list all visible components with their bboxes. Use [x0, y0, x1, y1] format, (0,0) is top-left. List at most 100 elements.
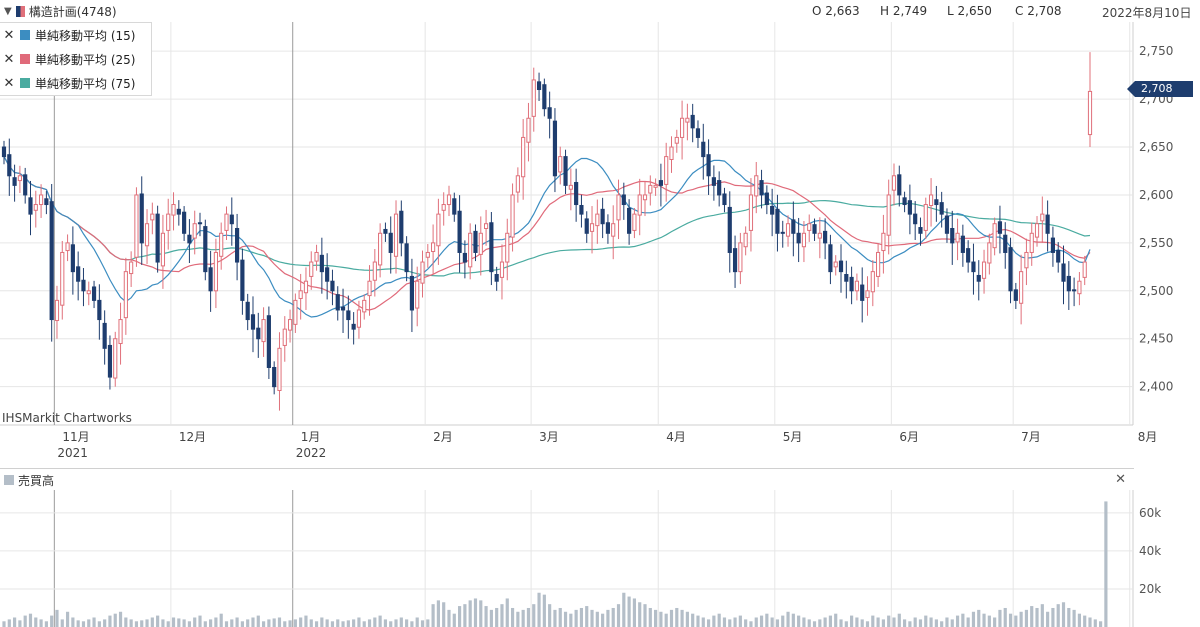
volume-bar — [357, 617, 361, 627]
candle-body — [436, 213, 441, 247]
candle-body — [494, 274, 499, 282]
volume-bar — [871, 615, 875, 627]
volume-bar — [929, 617, 933, 627]
volume-bar — [500, 604, 504, 627]
candle-body — [166, 213, 171, 231]
candle-body — [213, 251, 218, 292]
volume-bar — [1014, 615, 1018, 627]
candle-body — [298, 290, 303, 299]
candle-body — [706, 154, 711, 177]
volume-bar — [579, 607, 584, 627]
volume-bar — [378, 615, 382, 627]
candle-body — [160, 232, 166, 267]
volume-bar — [240, 621, 244, 627]
volume-panel-header: 売買高 ✕ — [0, 468, 1134, 491]
candle-body — [1034, 223, 1040, 238]
candle-body — [865, 290, 870, 299]
volume-bar — [473, 598, 478, 627]
candle-body — [388, 232, 393, 253]
candle-body — [907, 200, 912, 215]
volume-bar — [246, 619, 250, 627]
volume-tick-label: 60k — [1139, 506, 1161, 520]
volume-bar — [722, 617, 727, 627]
candle-body — [44, 198, 49, 206]
month-tick-label: 8月 — [1138, 430, 1158, 444]
candle-body — [695, 128, 701, 138]
volume-bar — [844, 621, 848, 627]
volume-bar — [140, 620, 144, 627]
candle-body — [542, 84, 547, 110]
remove-ma25-close-icon[interactable]: ✕ — [3, 51, 15, 67]
candle-body — [955, 232, 960, 243]
candle-body — [605, 222, 611, 234]
volume-bar — [182, 619, 186, 627]
volume-bar — [209, 619, 213, 627]
candle-body — [658, 180, 663, 186]
volume-bar — [198, 615, 202, 627]
volume-bar — [765, 613, 769, 627]
volume-bar — [924, 615, 928, 627]
candle-body — [1024, 251, 1029, 269]
volume-bar — [934, 619, 938, 627]
volume-bar — [786, 611, 790, 627]
collapse-caret-icon[interactable]: ▼ — [4, 6, 12, 17]
candle-body — [266, 315, 271, 368]
volume-bar — [754, 617, 758, 627]
volume-bar — [558, 607, 562, 627]
volume-bar — [108, 615, 112, 627]
volume-bar — [489, 609, 493, 627]
candle-body — [796, 232, 801, 244]
volume-bar — [918, 619, 923, 627]
volume-bar — [452, 613, 456, 627]
volume-bar — [812, 621, 817, 627]
candle-body — [150, 213, 155, 221]
candle-body — [685, 117, 690, 123]
volume-bar — [823, 617, 827, 627]
candle-body — [240, 259, 245, 301]
volume-bar — [802, 617, 806, 627]
volume-bar — [145, 619, 149, 627]
month-tick-label: 4月 — [666, 430, 686, 444]
volume-bar — [235, 617, 239, 627]
candle-body — [1066, 275, 1071, 292]
candle-body — [653, 184, 658, 188]
chart-date: 2022年8月10日 — [1102, 6, 1192, 20]
candle-body — [860, 284, 865, 301]
candle-body — [732, 248, 738, 273]
volume-bar — [267, 619, 271, 627]
volume-bar — [272, 618, 276, 627]
candle-body — [902, 197, 907, 206]
candle-body — [245, 301, 250, 321]
candle-body — [462, 252, 467, 263]
volume-bar — [728, 619, 732, 627]
volume-bar — [807, 619, 811, 627]
volume-bar — [601, 613, 605, 627]
candle-body — [367, 280, 372, 297]
volume-bar — [902, 619, 907, 627]
candle-body — [1013, 289, 1018, 301]
volume-bar — [87, 619, 91, 627]
remove-ma15-close-icon[interactable]: ✕ — [3, 27, 15, 43]
volume-bar — [834, 613, 838, 627]
volume-bar — [955, 615, 960, 627]
remove-ma75-close-icon[interactable]: ✕ — [3, 75, 15, 91]
volume-bar — [134, 621, 139, 627]
candle-body — [54, 299, 60, 322]
volume-panel-close-icon[interactable]: ✕ — [1115, 472, 1126, 487]
volume-bar — [336, 619, 340, 627]
volume-bar — [156, 615, 160, 627]
volume-bar — [542, 594, 546, 627]
candle-body — [187, 234, 192, 244]
candle-body — [536, 81, 542, 91]
candle-body — [558, 156, 563, 173]
candle-body — [86, 290, 91, 295]
candle-body — [425, 251, 430, 258]
volume-bar — [1051, 607, 1055, 627]
candle-body — [197, 222, 203, 225]
candle-body — [319, 254, 324, 273]
volume-bar — [622, 592, 626, 627]
candle-body — [346, 310, 351, 321]
candle-body — [362, 299, 367, 313]
candle-body — [854, 280, 859, 292]
volume-tick-label: 40k — [1139, 544, 1161, 558]
